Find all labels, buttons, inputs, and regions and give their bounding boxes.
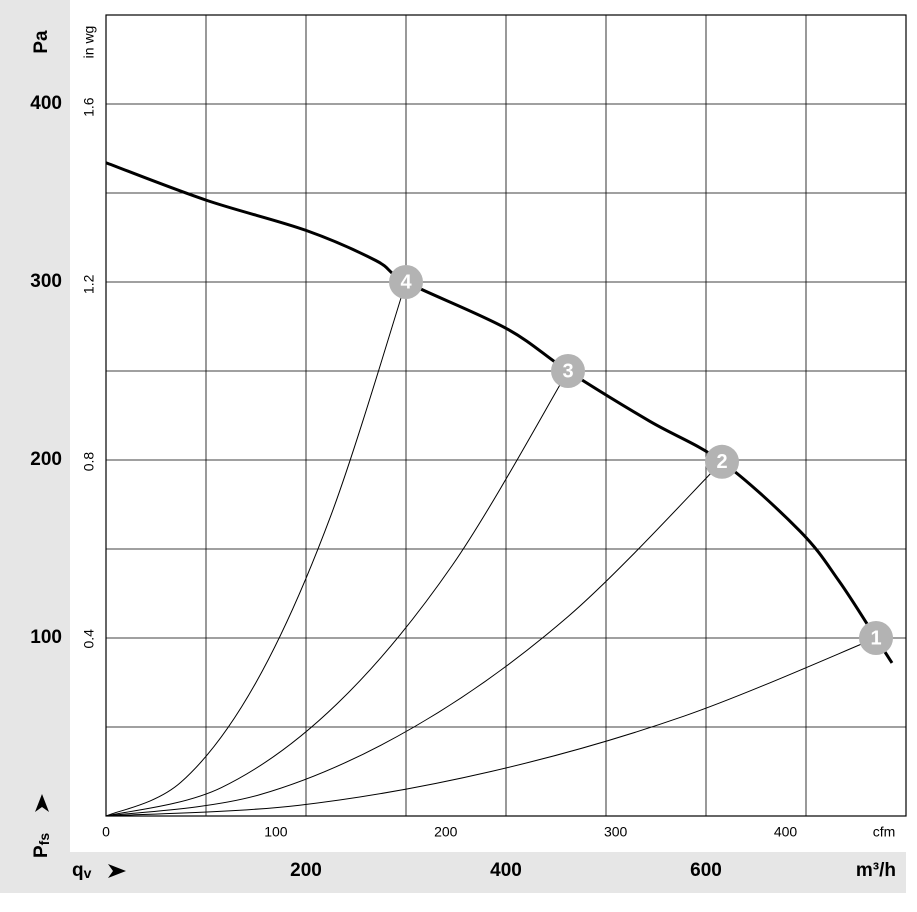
system-curve — [105, 370, 569, 817]
operating-point-label: 2 — [716, 451, 727, 473]
x2-tick-label: 300 — [604, 824, 628, 840]
system-curve — [105, 461, 723, 817]
y-arrow — [35, 794, 49, 812]
x-arrow — [108, 864, 126, 878]
operating-point — [705, 444, 739, 479]
x2-tick-label: 200 — [434, 824, 458, 840]
y-label: Pa — [31, 30, 52, 54]
y-tick-label: 300 — [30, 271, 62, 292]
x2-tick-label: 100 — [264, 824, 288, 840]
y2-tick-label: 0.8 — [81, 452, 97, 472]
x-label: m³/h — [856, 860, 896, 881]
y2-tick-label: 1.2 — [81, 274, 97, 294]
x2-tick-label: 400 — [774, 824, 798, 840]
x2-label: cfm — [873, 824, 896, 840]
x-tick-label: 200 — [290, 860, 322, 881]
y-tick-label: 200 — [30, 449, 62, 470]
x2-tick-label: 0 — [102, 824, 110, 840]
y2-tick-label: 1.6 — [81, 97, 97, 117]
y-tick-label: 400 — [30, 93, 62, 114]
x-symbol-sub: v — [84, 865, 92, 881]
x-symbol: qv — [72, 860, 92, 881]
x-symbol-main: q — [72, 860, 84, 881]
x-tick-label: 400 — [490, 860, 522, 881]
x-tick-label: 600 — [690, 860, 722, 881]
left-band — [0, 0, 70, 893]
y2-tick-label: 0.4 — [81, 629, 97, 649]
bottom-band — [0, 852, 906, 893]
y-tick-label: 100 — [30, 627, 62, 648]
operating-point-label: 4 — [400, 271, 412, 293]
y-symbol-main: P — [31, 845, 52, 858]
operating-point-label: 1 — [870, 627, 881, 649]
operating-point — [551, 354, 585, 388]
system-curve — [105, 637, 877, 817]
operating-point-label: 3 — [562, 360, 573, 382]
operating-point — [859, 621, 893, 655]
operating-point — [389, 265, 423, 299]
y-symbol-sub: fs — [36, 833, 52, 846]
system-curve — [105, 281, 407, 817]
y2-label: in wg — [81, 26, 97, 59]
y-symbol: Pfs — [31, 833, 52, 858]
